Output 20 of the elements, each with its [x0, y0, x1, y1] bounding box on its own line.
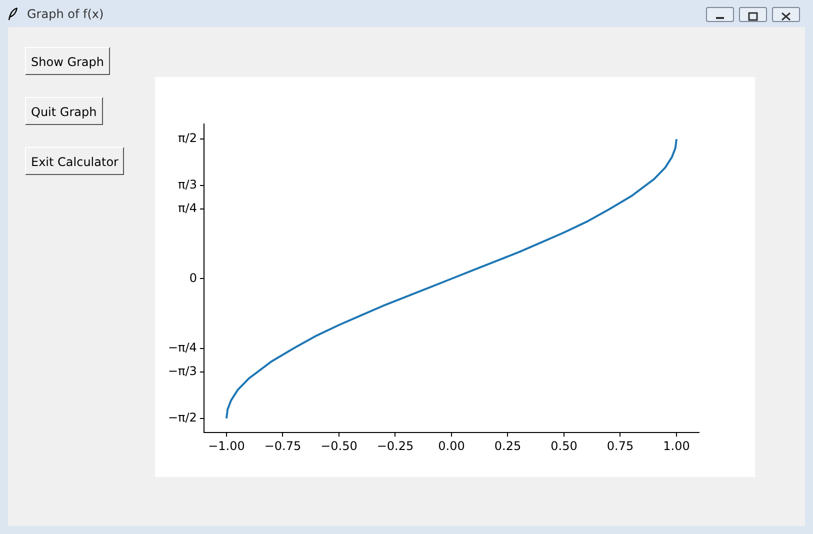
y-tick-label: π/4: [178, 201, 197, 216]
x-tick-label: 1.00: [663, 438, 690, 453]
y-tick-label: π/3: [178, 178, 197, 192]
x-tick-label: 0.50: [550, 438, 578, 453]
text: Quit Graph: [25, 97, 103, 125]
x-tick-label: 0.75: [606, 438, 634, 453]
text: Show Graph: [25, 47, 110, 75]
text: Exit Calculator: [25, 147, 124, 175]
text: Graph of f(x): [27, 7, 104, 21]
y-tick-label: π/2: [178, 131, 197, 146]
x-tick-label: −0.25: [376, 438, 414, 453]
y-tick-label: 0: [189, 270, 197, 285]
x-tick-label: −0.50: [320, 438, 358, 453]
x-tick-label: −0.75: [264, 438, 302, 453]
y-tick-label: −π/4: [168, 340, 197, 355]
x-tick-label: 0.25: [494, 438, 522, 453]
x-tick-label: −1.00: [208, 438, 245, 453]
y-tick-label: −π/3: [168, 364, 197, 378]
y-tick-label: −π/2: [168, 410, 197, 425]
x-tick-label: 0.00: [438, 438, 465, 453]
